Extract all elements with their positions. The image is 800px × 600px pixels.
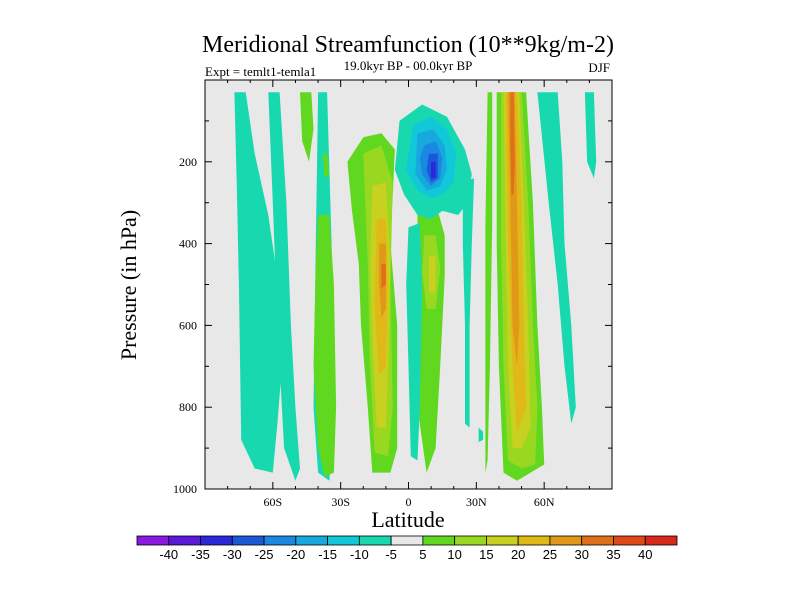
colorbar-label: 5 xyxy=(419,547,426,562)
colorbar-label: 20 xyxy=(511,547,525,562)
colorbar-swatch xyxy=(581,535,614,546)
contour-region-4 xyxy=(322,153,330,179)
contour-region-21 xyxy=(431,161,436,179)
contour-regions xyxy=(234,92,597,481)
season-label: DJF xyxy=(588,60,610,75)
colorbar-swatch xyxy=(390,535,424,546)
contour-region-3 xyxy=(300,92,314,162)
contour-region-5 xyxy=(313,215,337,477)
colorbar-swatch xyxy=(358,535,392,546)
colorbar-swatch xyxy=(517,535,551,546)
contour-region-23 xyxy=(485,92,493,473)
colorbar-label: -15 xyxy=(318,547,337,562)
colorbar-swatch xyxy=(263,535,297,546)
colorbar-label: -10 xyxy=(350,547,369,562)
x-tick-label: 60S xyxy=(263,495,282,509)
contour-region-30 xyxy=(510,92,515,195)
colorbar-swatch xyxy=(200,535,233,546)
colorbar-label: -25 xyxy=(255,547,274,562)
contour-region-32 xyxy=(584,92,597,179)
contour-region-15 xyxy=(406,223,423,461)
y-tick-label: 800 xyxy=(179,400,197,414)
colorbar-label: 25 xyxy=(543,547,557,562)
colorbar-swatch xyxy=(549,535,583,546)
contour-region-11 xyxy=(381,264,386,289)
colorbar-swatch xyxy=(486,535,519,546)
colorbar-label: 30 xyxy=(574,547,588,562)
chart-title: Meridional Streamfunction (10**9kg/m-2) xyxy=(202,32,614,58)
x-axis-label: Latitude xyxy=(371,507,444,532)
colorbar-swatch xyxy=(644,535,678,546)
colorbar-label: -35 xyxy=(191,547,210,562)
axis-ticks: 60S 30S 0 30N 60N 200 400 600 800 1000 xyxy=(173,80,612,509)
colorbar-swatch xyxy=(327,535,360,546)
colorbar-label: -40 xyxy=(159,547,178,562)
y-tick-label: 400 xyxy=(179,237,197,251)
colorbar-swatch xyxy=(168,535,201,546)
colorbar-label: -20 xyxy=(286,547,305,562)
x-tick-label: 30N xyxy=(466,495,487,509)
x-tick-label: 0 xyxy=(406,495,412,509)
colorbar-label: 10 xyxy=(447,547,461,562)
contour-region-22 xyxy=(462,178,475,428)
y-axis-label: Pressure (in hPa) xyxy=(116,210,141,360)
colorbar-label: -5 xyxy=(385,547,397,562)
colorbar-swatch xyxy=(231,535,265,546)
colorbar-swatch xyxy=(422,535,456,546)
colorbar-label: -30 xyxy=(223,547,242,562)
colorbar-swatch xyxy=(454,535,487,546)
contour-region-24 xyxy=(478,427,484,442)
chart-subtitle: 19.0kyr BP - 00.0kyr BP xyxy=(344,58,473,73)
colorbar-swatch xyxy=(136,535,170,546)
contour-region-1 xyxy=(268,92,300,481)
colorbar-label: 35 xyxy=(606,547,620,562)
colorbar-label: 15 xyxy=(479,547,493,562)
contour-region-14 xyxy=(428,255,436,293)
colorbar: -40 -35 -30 -25 -20 -15 -10 -5 5 10 15 20 25 30 35 40 xyxy=(136,535,678,562)
x-tick-label: 60N xyxy=(534,495,555,509)
contour-region-0 xyxy=(234,92,282,473)
contour-region-31 xyxy=(537,92,576,424)
colorbar-swatch xyxy=(295,535,328,546)
x-tick-label: 30S xyxy=(331,495,350,509)
colorbar-label: 40 xyxy=(638,547,652,562)
y-tick-label: 1000 xyxy=(173,482,197,496)
y-tick-label: 600 xyxy=(179,318,197,332)
experiment-label: Expt = temlt1-temla1 xyxy=(205,64,316,79)
colorbar-swatch xyxy=(613,535,646,546)
y-tick-label: 200 xyxy=(179,155,197,169)
